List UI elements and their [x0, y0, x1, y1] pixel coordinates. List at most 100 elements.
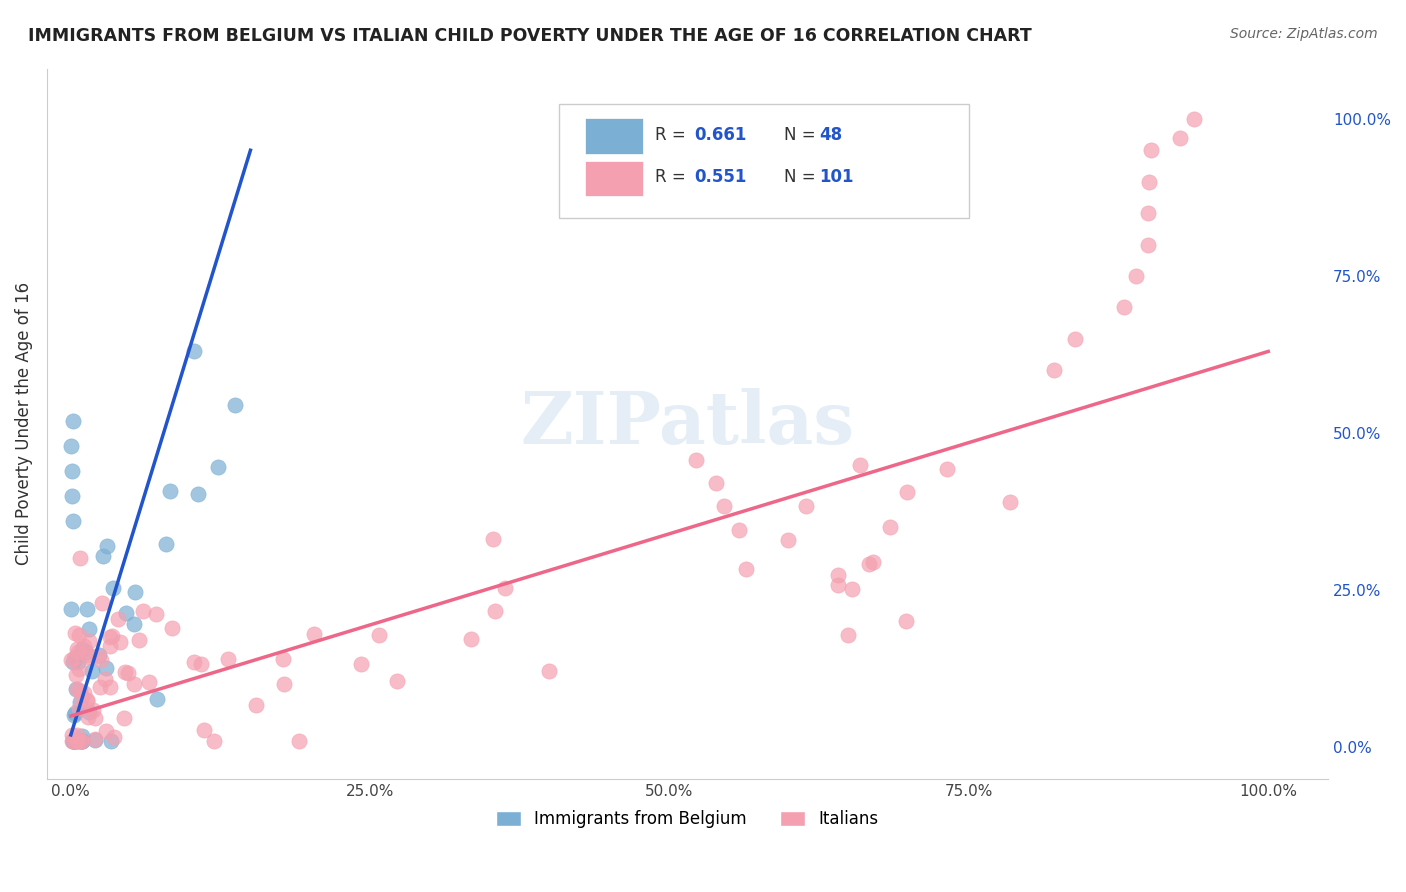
Point — [183, 656, 205, 670]
Point — [217, 652, 239, 666]
Point — [302, 626, 325, 640]
Point — [245, 698, 267, 713]
Point — [62, 734, 84, 748]
Y-axis label: Child Poverty Under the Age of 16: Child Poverty Under the Age of 16 — [15, 282, 32, 566]
Point — [1125, 268, 1147, 283]
Text: Source: ZipAtlas.com: Source: ZipAtlas.com — [1230, 27, 1378, 41]
Point — [107, 612, 129, 626]
Point — [76, 694, 98, 708]
Point — [896, 485, 918, 500]
Point — [63, 734, 86, 748]
Point — [62, 413, 84, 427]
Point — [65, 668, 87, 682]
Legend: Immigrants from Belgium, Italians: Immigrants from Belgium, Italians — [489, 803, 886, 835]
Point — [193, 723, 215, 738]
Point — [69, 683, 91, 698]
Point — [128, 633, 150, 648]
Point — [114, 665, 136, 679]
Point — [66, 681, 89, 696]
Point — [202, 734, 225, 748]
Text: N =: N = — [783, 169, 821, 186]
Text: 101: 101 — [820, 169, 853, 186]
Point — [713, 499, 735, 513]
Point — [1114, 301, 1136, 315]
Point — [60, 602, 83, 616]
Point — [145, 607, 167, 622]
Point — [69, 550, 91, 565]
Point — [1136, 206, 1159, 220]
Point — [63, 651, 86, 665]
Point — [349, 657, 371, 671]
Point — [66, 732, 89, 747]
Point — [70, 734, 93, 748]
Point — [70, 734, 93, 748]
Point — [90, 653, 112, 667]
Point — [98, 630, 121, 644]
Point — [367, 628, 389, 642]
Text: 0.661: 0.661 — [695, 126, 747, 144]
Point — [735, 562, 758, 576]
Point — [155, 537, 177, 551]
Point — [484, 604, 506, 618]
Point — [65, 681, 87, 696]
Point — [96, 539, 118, 553]
Point — [796, 499, 818, 513]
Point — [94, 724, 117, 739]
Point — [89, 680, 111, 694]
Point — [77, 710, 100, 724]
Point — [387, 673, 409, 688]
Point — [849, 458, 872, 473]
Point — [207, 460, 229, 475]
Point — [62, 734, 84, 748]
Point — [224, 398, 246, 412]
Point — [858, 557, 880, 571]
Point — [73, 639, 96, 653]
Point — [67, 734, 90, 748]
Point — [101, 582, 124, 596]
Point — [131, 604, 153, 618]
Point — [727, 523, 749, 537]
Text: ZIPatlas: ZIPatlas — [520, 388, 855, 459]
Point — [481, 533, 503, 547]
Point — [77, 648, 100, 662]
Point — [98, 680, 121, 694]
Point — [69, 695, 91, 709]
Point — [827, 568, 849, 582]
Point — [96, 661, 118, 675]
Point — [69, 734, 91, 748]
Point — [62, 655, 84, 669]
Point — [65, 649, 87, 664]
Point — [66, 655, 89, 669]
Point — [89, 648, 111, 662]
Point — [60, 653, 83, 667]
Point — [70, 729, 93, 743]
Text: R =: R = — [655, 126, 692, 144]
Point — [879, 520, 901, 534]
Point — [70, 690, 93, 704]
Point — [100, 734, 122, 748]
Point — [62, 734, 84, 748]
Point — [145, 692, 167, 706]
Point — [100, 629, 122, 643]
Point — [124, 677, 146, 691]
Point — [60, 439, 83, 453]
Point — [1136, 237, 1159, 252]
Point — [91, 549, 114, 564]
Point — [841, 582, 863, 596]
Point — [288, 734, 311, 748]
FancyBboxPatch shape — [585, 161, 643, 196]
Point — [69, 734, 91, 748]
Point — [112, 710, 135, 724]
Point — [83, 711, 105, 725]
Point — [73, 685, 96, 699]
Point — [862, 555, 884, 569]
FancyBboxPatch shape — [560, 104, 969, 218]
Text: 48: 48 — [820, 126, 842, 144]
Point — [837, 628, 859, 642]
Point — [494, 581, 516, 595]
Point — [1064, 332, 1087, 346]
Point — [1182, 112, 1205, 126]
Point — [935, 462, 957, 476]
Point — [66, 728, 89, 742]
Point — [76, 693, 98, 707]
